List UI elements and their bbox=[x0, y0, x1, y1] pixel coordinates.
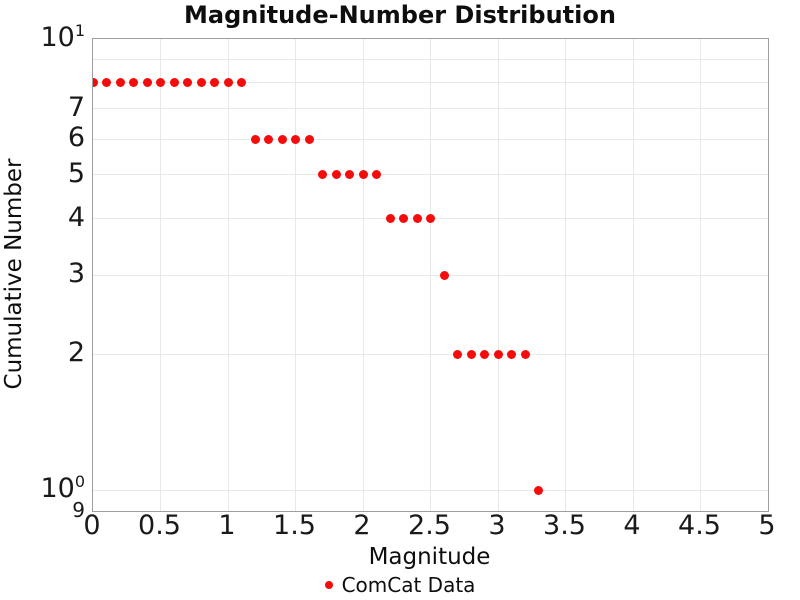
x-tick-label: 3.5 bbox=[543, 510, 586, 541]
data-point bbox=[318, 170, 327, 180]
y-tick-label: 4 bbox=[67, 201, 85, 233]
chart-title: Magnitude-Number Distribution bbox=[184, 1, 616, 29]
data-point bbox=[223, 78, 233, 88]
data-point bbox=[93, 78, 98, 88]
data-point bbox=[385, 214, 395, 224]
data-point bbox=[534, 485, 543, 495]
data-point bbox=[345, 170, 354, 180]
legend-label: ComCat Data bbox=[341, 573, 476, 597]
y-axis-title: Cumulative Number bbox=[1, 158, 27, 390]
data-point bbox=[399, 214, 408, 224]
y-tick-label: 7 bbox=[67, 91, 85, 123]
x-axis-title: Magnitude bbox=[368, 544, 491, 570]
data-point bbox=[250, 134, 260, 144]
data-point bbox=[358, 170, 368, 180]
data-point bbox=[169, 78, 179, 88]
x-gridline bbox=[160, 39, 161, 511]
y-tick-label: 3 bbox=[67, 258, 85, 289]
x-tick-label: 4 bbox=[623, 510, 641, 541]
legend-marker-dot-icon bbox=[324, 581, 333, 589]
x-tick-label: 0.5 bbox=[138, 510, 181, 541]
legend: ComCat Data bbox=[0, 571, 800, 599]
data-point bbox=[237, 78, 246, 88]
x-gridline bbox=[227, 39, 229, 511]
x-gridline bbox=[295, 39, 296, 511]
plot-area bbox=[92, 38, 769, 512]
data-point bbox=[210, 78, 219, 88]
data-point bbox=[426, 214, 435, 224]
data-point bbox=[183, 78, 192, 88]
x-gridline bbox=[497, 39, 499, 511]
x-tick-label: 3 bbox=[488, 510, 506, 541]
y-tick-label: 5 bbox=[67, 157, 85, 189]
data-point bbox=[142, 78, 152, 88]
x-gridline bbox=[430, 39, 431, 511]
data-point bbox=[115, 78, 125, 88]
data-point bbox=[466, 349, 476, 359]
data-point bbox=[439, 270, 449, 280]
data-point bbox=[291, 134, 300, 144]
x-tick-label: 4.5 bbox=[678, 510, 721, 541]
x-tick-label: 0 bbox=[83, 510, 101, 541]
data-point bbox=[520, 349, 530, 359]
y-tick-label: 100 bbox=[40, 472, 85, 505]
y-tick-label: 2 bbox=[67, 337, 85, 369]
data-point bbox=[412, 214, 422, 224]
data-point bbox=[453, 349, 462, 359]
x-tick-label: 1 bbox=[218, 510, 236, 541]
x-tick-label: 5 bbox=[758, 510, 776, 541]
x-tick-label: 1.5 bbox=[273, 510, 316, 541]
data-point bbox=[264, 134, 273, 144]
x-tick-label: 2.5 bbox=[408, 510, 451, 541]
y-tick-label: 101 bbox=[40, 21, 85, 53]
x-gridline bbox=[565, 39, 566, 511]
data-point bbox=[304, 134, 314, 144]
x-gridline bbox=[632, 39, 634, 511]
data-point bbox=[102, 78, 111, 88]
y-tick-label: 9 bbox=[72, 498, 85, 522]
data-point bbox=[277, 134, 287, 144]
y-tick-label: 6 bbox=[67, 122, 85, 154]
data-point bbox=[196, 78, 206, 88]
legend-item-comcat[interactable]: ComCat Data bbox=[324, 573, 476, 597]
data-point bbox=[156, 78, 165, 88]
x-tick-label: 2 bbox=[353, 510, 371, 541]
data-point bbox=[480, 349, 489, 359]
x-gridline bbox=[700, 39, 701, 511]
data-point bbox=[331, 170, 341, 180]
data-point bbox=[493, 349, 503, 359]
x-gridline bbox=[362, 39, 364, 511]
data-point bbox=[129, 78, 138, 88]
data-point bbox=[372, 170, 381, 180]
data-point bbox=[507, 349, 516, 359]
